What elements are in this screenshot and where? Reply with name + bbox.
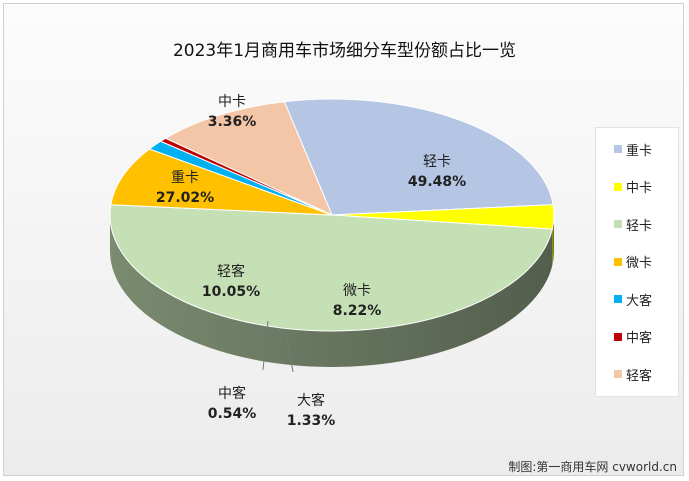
credit-text: 制图:第一商用车网 cvworld.cn	[508, 460, 677, 474]
chart-title: 2023年1月商用车市场细分车型份额占比一览	[172, 41, 517, 61]
legend-swatch	[614, 370, 622, 378]
slice-name-轻客: 轻客	[217, 263, 245, 280]
legend-label: 微卡	[626, 256, 653, 271]
slice-name-中客: 中客	[218, 385, 246, 402]
pie-slice-轻客	[164, 101, 333, 216]
slice-name-重卡: 重卡	[171, 170, 199, 186]
leader-line-大客	[285, 331, 294, 373]
legend-label: 大客	[626, 293, 653, 309]
slice-value-微卡: 8.22%	[333, 303, 382, 319]
pie-slice-重卡	[283, 98, 554, 216]
legend-swatch	[614, 295, 622, 303]
legend-label: 轻卡	[626, 218, 653, 234]
legend-item-中客: 中客	[614, 327, 652, 347]
legend-item-轻卡: 轻卡	[614, 214, 652, 234]
slice-value-中客: 0.54%	[208, 406, 257, 422]
legend-item-重卡: 重卡	[614, 139, 652, 159]
legend-swatch	[614, 332, 622, 341]
legend-label: 中客	[626, 331, 653, 346]
legend-swatch	[614, 182, 622, 191]
legend-swatch	[614, 145, 622, 153]
legend-item-微卡: 微卡	[614, 252, 652, 272]
slice-value-重卡: 27.02%	[156, 190, 214, 206]
legend-item-轻客: 轻客	[614, 364, 652, 384]
legend-item-大客: 大客	[614, 289, 652, 309]
slice-value-中卡: 3.36%	[208, 114, 257, 130]
slice-value-轻客: 10.05%	[202, 284, 260, 300]
pie-slice-微卡	[110, 148, 333, 216]
slice-name-大客: 大客	[297, 392, 325, 409]
legend-label: 重卡	[626, 143, 653, 159]
legend-label: 轻客	[626, 368, 653, 384]
slice-name-微卡: 微卡	[343, 283, 371, 299]
leader-line-中客	[262, 320, 269, 371]
legend-label: 中卡	[626, 181, 653, 196]
legend-swatch	[614, 257, 622, 266]
slice-name-中卡: 中卡	[218, 94, 246, 110]
legend-swatch	[614, 220, 622, 228]
slice-value-轻卡: 49.48%	[408, 174, 466, 190]
slice-name-轻卡: 轻卡	[423, 154, 451, 170]
legend-item-中卡: 中卡	[614, 177, 652, 197]
pie-slice-轻卡	[109, 204, 553, 332]
legend: 重卡中卡轻卡微卡大客中客轻客	[595, 127, 679, 397]
slice-value-大客: 1.33%	[287, 413, 336, 429]
pie-side-轻卡	[109, 215, 553, 368]
